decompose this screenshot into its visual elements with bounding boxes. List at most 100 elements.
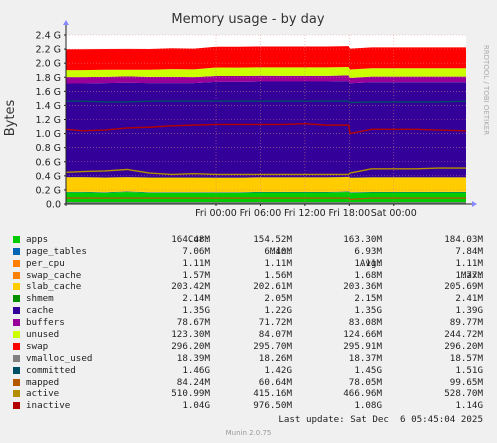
legend-item-committed: committed 1.46G 1.42G 1.45G 1.51G xyxy=(12,365,492,377)
legend-swatch xyxy=(13,366,20,374)
y-tick-label: 0.8 G xyxy=(36,143,62,154)
y-tick-label: 1.4 G xyxy=(36,101,62,112)
legend-max: 18.57M xyxy=(449,352,483,364)
area-unused xyxy=(66,66,466,78)
legend-swatch xyxy=(13,247,20,255)
legend-swatch xyxy=(13,295,20,303)
legend-avg: 163.30M xyxy=(343,233,382,245)
legend-item-shmem: shmem 2.14M 2.05M 2.15M 2.41M xyxy=(12,293,492,305)
legend-swatch xyxy=(13,259,20,267)
legend-avg: 1.11M xyxy=(354,257,382,269)
legend-cur: 7.06M xyxy=(182,245,210,257)
legend-avg: 1.68M xyxy=(354,269,382,281)
legend-swatch xyxy=(13,319,20,327)
y-tick-label: 2.0 G xyxy=(36,59,62,70)
legend-min: 415.16M xyxy=(253,388,292,400)
legend-swatch xyxy=(13,331,20,339)
legend-max: 1.11M xyxy=(455,257,483,269)
legend-name: swap xyxy=(26,340,49,352)
area-page-tables xyxy=(66,191,466,193)
legend-swatch xyxy=(13,354,20,362)
legend-max: 296.20M xyxy=(444,340,483,352)
legend-name: active xyxy=(26,388,60,400)
legend-name: slab_cache xyxy=(26,281,82,293)
legend-name: apps xyxy=(26,233,49,245)
legend-header-max: Max: xyxy=(460,269,483,281)
legend-name: vmalloc_used xyxy=(26,352,93,364)
legend-avg: 1.08G xyxy=(354,400,382,412)
legend-avg: 124.66M xyxy=(343,329,382,341)
legend-min: 1.11M xyxy=(264,257,292,269)
y-tick-label: 1.8 G xyxy=(36,73,62,84)
legend-cur: 123.30M xyxy=(171,329,210,341)
x-tick-label: Fri 12:00 xyxy=(284,208,326,219)
x-axis-arrow xyxy=(472,201,477,207)
y-tick-label: 0.6 G xyxy=(36,157,62,168)
legend-swatch xyxy=(13,283,20,291)
legend-min: 154.52M xyxy=(253,233,292,245)
legend-cur: 510.99M xyxy=(171,388,210,400)
legend-item-inactive: inactive 1.04G 976.50M 1.08G 1.14G xyxy=(12,400,492,412)
legend-header-min: Min: xyxy=(269,245,292,257)
legend-min: 18.26M xyxy=(258,352,292,364)
legend-cur: 1.11M xyxy=(182,257,210,269)
chart-area: 0.0 0.2 G 0.4 G 0.6 G 0.8 G 1.0 G 1.2 G 1.4 G 1.… xyxy=(3,12,490,219)
legend-max: 184.03M xyxy=(444,233,483,245)
legend-avg: 1.35G xyxy=(354,305,382,317)
legend-max: 528.70M xyxy=(444,388,483,400)
legend-min: 202.61M xyxy=(253,281,292,293)
legend-avg: 295.91M xyxy=(343,340,382,352)
legend-header: Cur: Min: Avg: Max: xyxy=(12,222,492,281)
x-tick-label: Sat 00:00 xyxy=(371,208,417,219)
legend-min: 6.40M xyxy=(264,245,292,257)
legend-item-active: active 510.99M 415.16M 466.96M 528.70M xyxy=(12,388,492,400)
rrdtool-side-label: RRDTOOL / TOBI OETIKER xyxy=(482,45,490,135)
x-tick-label: Fri 18:00 xyxy=(328,208,370,219)
line-inactive xyxy=(65,123,467,135)
legend-item-vmalloc-used: vmalloc_used 18.39M 18.26M 18.37M 18.57M xyxy=(12,353,492,365)
legend-avg: 6.93M xyxy=(354,245,382,257)
y-tick-label: 0.4 G xyxy=(36,171,62,182)
line-active xyxy=(65,167,466,176)
legend: Cur: Min: Avg: Max: apps 164.48M 154.52M 16… xyxy=(12,222,492,412)
y-axis-label: Bytes xyxy=(3,100,18,137)
legend-cur: 1.57M xyxy=(182,269,210,281)
area-per-cpu xyxy=(66,191,466,193)
legend-swatch xyxy=(13,342,20,350)
legend-max: 1.39G xyxy=(455,305,483,317)
legend-avg: 18.37M xyxy=(348,352,382,364)
area-slab-cache xyxy=(66,177,466,193)
legend-max: 2.41M xyxy=(455,293,483,305)
legend-name: page_tables xyxy=(26,245,87,257)
legend-min: 84.07M xyxy=(258,329,292,341)
legend-item-per-cpu: per_cpu 1.11M 1.11M 1.11M 1.11M xyxy=(12,258,492,270)
y-tick-label: 1.6 G xyxy=(36,87,62,98)
legend-min: 2.05M xyxy=(264,293,292,305)
legend-swatch xyxy=(13,378,20,386)
legend-item-page-tables: page_tables 7.06M 6.40M 6.93M 7.84M xyxy=(12,246,492,258)
legend-avg: 1.45G xyxy=(354,364,382,376)
area-swap xyxy=(66,46,466,71)
legend-swatch xyxy=(13,271,20,279)
legend-name: buffers xyxy=(26,317,65,329)
legend-name: shmem xyxy=(26,293,54,305)
legend-max: 1.51G xyxy=(455,364,483,376)
legend-min: 1.42G xyxy=(264,364,292,376)
legend-min: 976.50M xyxy=(253,400,292,412)
legend-max: 1.14G xyxy=(455,400,483,412)
legend-swatch xyxy=(13,402,20,410)
legend-max: 244.72M xyxy=(444,329,483,341)
legend-item-cache: cache 1.35G 1.22G 1.35G 1.39G xyxy=(12,305,492,317)
y-axis-arrow xyxy=(63,20,69,25)
legend-cur: 2.14M xyxy=(182,293,210,305)
legend-max: 7.84M xyxy=(455,245,483,257)
legend-item-unused: unused 123.30M 84.07M 124.66M 244.72M xyxy=(12,329,492,341)
legend-cur: 1.35G xyxy=(182,305,210,317)
legend-swatch xyxy=(13,307,20,315)
legend-min: 295.70M xyxy=(253,340,292,352)
legend-swatch xyxy=(13,390,20,398)
y-tick-label: 2.4 G xyxy=(36,31,62,42)
legend-name: per_cpu xyxy=(26,257,65,269)
legend-name: unused xyxy=(26,329,60,341)
legend-cur: 1.46G xyxy=(182,364,210,376)
